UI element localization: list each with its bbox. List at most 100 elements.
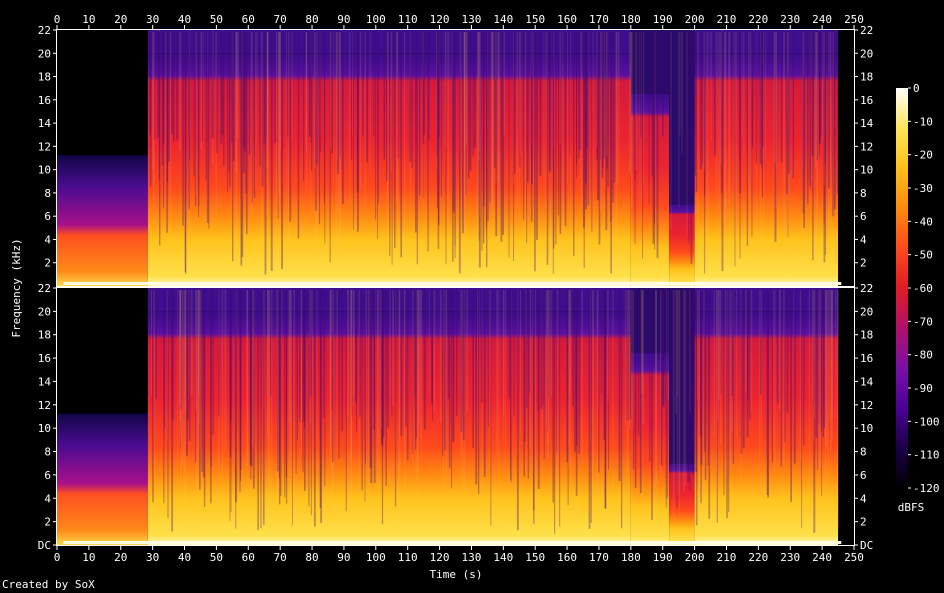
spectral-streak (231, 32, 233, 143)
spectral-streak (654, 32, 656, 250)
spectral-streak (329, 290, 331, 454)
spectral-streak (396, 32, 399, 233)
spectral-streak (188, 290, 190, 400)
spectral-streak (246, 32, 248, 235)
spectral-streak (612, 290, 614, 524)
spectral-streak (451, 32, 453, 197)
spectral-streak (649, 290, 651, 462)
spectral-streak (390, 32, 393, 172)
spectral-streak (685, 290, 687, 450)
spectral-streak (774, 32, 777, 242)
spectral-streak (482, 32, 485, 244)
spectral-streak (392, 290, 394, 407)
spectral-streak (613, 32, 616, 183)
spectral-streak (832, 32, 835, 217)
spectral-streak (559, 32, 562, 234)
channel-1-panel (56, 29, 855, 287)
spectral-streak (495, 32, 498, 237)
spectral-streak (280, 290, 282, 496)
spectral-streak (475, 290, 478, 485)
spectral-streak (761, 32, 764, 198)
spectral-streak (708, 290, 711, 519)
spectral-streak (311, 290, 313, 467)
spectral-streak (199, 290, 201, 490)
spectral-streak (270, 290, 272, 397)
spectral-streak (640, 32, 642, 228)
spectral-streak (510, 290, 512, 483)
segment-upper-band (694, 288, 839, 312)
spectral-streak (299, 290, 301, 422)
spectral-streak (762, 32, 765, 239)
x-tick-label-bottom: 160 (557, 551, 577, 564)
spectral-streak (350, 290, 353, 463)
spectral-streak (724, 32, 726, 230)
spectral-streak (357, 32, 359, 232)
spectral-streak (481, 290, 483, 403)
spectral-streak (651, 32, 653, 177)
spectral-streak (767, 290, 769, 498)
spectral-streak (710, 32, 712, 142)
spectral-streak (716, 290, 718, 523)
spectral-streak (762, 32, 764, 147)
spectral-streak (526, 32, 528, 244)
spectral-streak (391, 290, 393, 418)
spectral-streak (462, 32, 464, 234)
spectral-streak (289, 290, 291, 516)
spectral-streak (548, 32, 551, 171)
spectral-streak (775, 32, 777, 169)
spectral-streak (803, 32, 805, 179)
spectral-streak (478, 32, 480, 241)
spectral-streak (496, 290, 499, 457)
spectral-streak (479, 32, 481, 219)
spectral-streak (198, 290, 201, 450)
spectral-streak (773, 32, 776, 164)
spectral-streak (569, 32, 571, 155)
spectral-streak (759, 32, 762, 164)
spectral-streak (626, 290, 629, 421)
spectral-streak (235, 290, 237, 529)
spectral-streak (310, 290, 312, 516)
spectral-streak (423, 32, 425, 198)
spectral-streak (720, 290, 722, 395)
spectral-streak (812, 32, 814, 261)
spectral-streak (330, 32, 332, 151)
spectral-streak (252, 290, 255, 489)
spectral-streak (263, 290, 265, 411)
x-axis-top: 0 10 20 30 40 50 60 70 80 90 100 110 120 130 140 150 160… (54, 13, 864, 29)
spectral-streak (831, 290, 834, 418)
colorbar-tick-label: -40 (913, 215, 933, 228)
spectral-streak (546, 290, 548, 432)
spectral-streak (201, 32, 203, 142)
spectral-streak (440, 32, 442, 197)
spectral-streak (310, 32, 312, 143)
spectral-streak (389, 290, 391, 398)
spectral-streak (651, 290, 653, 521)
x-tick-label-bottom: 140 (493, 551, 513, 564)
spectral-streak (460, 290, 462, 457)
spectral-streak (469, 32, 472, 171)
spectral-streak (463, 32, 466, 150)
spectral-streak (494, 32, 497, 169)
spectral-streak (552, 32, 554, 274)
spectral-streak (728, 290, 730, 512)
spectral-streak (481, 32, 483, 252)
colorbar-tick-label: -80 (913, 349, 933, 362)
spectral-streak (431, 290, 433, 404)
x-tick-label-top: 70 (274, 13, 287, 26)
spectral-streak (188, 32, 190, 160)
spectral-streak (751, 32, 754, 148)
spectral-streak (460, 290, 463, 432)
spectral-streak (629, 290, 632, 419)
spectral-streak (380, 290, 382, 429)
spectral-streak (530, 32, 533, 222)
spectral-streak (802, 32, 804, 265)
spectral-streak (566, 290, 569, 463)
spectral-streak (300, 290, 302, 440)
spectral-streak (184, 32, 186, 273)
spectral-streak (416, 32, 418, 265)
spectral-streak (415, 32, 417, 233)
segment-upper-band (669, 30, 695, 205)
spectral-streak (783, 290, 785, 464)
segment-upper-band (147, 30, 631, 54)
